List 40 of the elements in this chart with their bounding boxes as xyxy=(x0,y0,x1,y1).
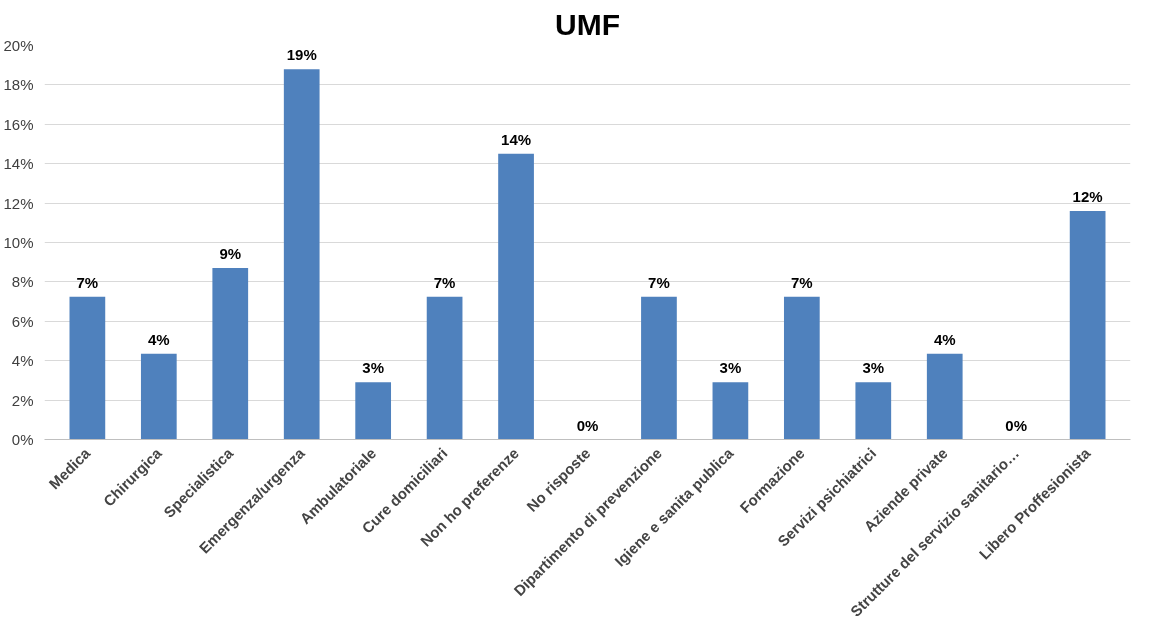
data-label: 3% xyxy=(862,359,885,377)
y-tick-label: 14% xyxy=(3,155,34,173)
data-label: 14% xyxy=(501,130,532,148)
bar xyxy=(712,382,749,440)
bar xyxy=(1069,210,1106,440)
data-label: 3% xyxy=(719,359,742,377)
bar xyxy=(926,353,963,440)
y-tick-label: 0% xyxy=(11,431,34,448)
y-tick-label: 18% xyxy=(3,76,34,94)
y-tick-label: 10% xyxy=(3,234,34,251)
y-tick-label: 2% xyxy=(11,391,34,409)
bar xyxy=(283,69,320,440)
bar xyxy=(140,353,177,440)
data-label: 4% xyxy=(933,330,956,348)
y-tick-label: 16% xyxy=(3,115,34,133)
data-label: 7% xyxy=(791,273,813,291)
data-label: 4% xyxy=(147,330,170,348)
data-label: 7% xyxy=(433,273,456,291)
data-label: 7% xyxy=(76,273,99,291)
data-label: 0% xyxy=(1005,416,1028,434)
data-label: 0% xyxy=(576,416,599,434)
bar xyxy=(783,296,820,440)
bar xyxy=(212,268,249,440)
bar xyxy=(855,382,892,440)
data-label: 12% xyxy=(1072,187,1103,205)
data-label: 7% xyxy=(648,273,670,291)
data-label: 3% xyxy=(362,359,385,377)
bar xyxy=(355,382,392,440)
y-tick-label: 6% xyxy=(11,312,34,330)
y-tick-label: 20% xyxy=(3,37,34,54)
y-tick-label: 4% xyxy=(11,352,34,370)
bar xyxy=(69,296,106,440)
chart-title: UMF xyxy=(555,7,620,41)
bar xyxy=(426,296,463,440)
data-label: 19% xyxy=(286,46,317,64)
data-label: 9% xyxy=(219,245,242,263)
y-tick-label: 12% xyxy=(3,194,34,212)
y-tick-label: 8% xyxy=(11,273,34,291)
bar xyxy=(641,296,677,440)
bar xyxy=(498,153,534,440)
